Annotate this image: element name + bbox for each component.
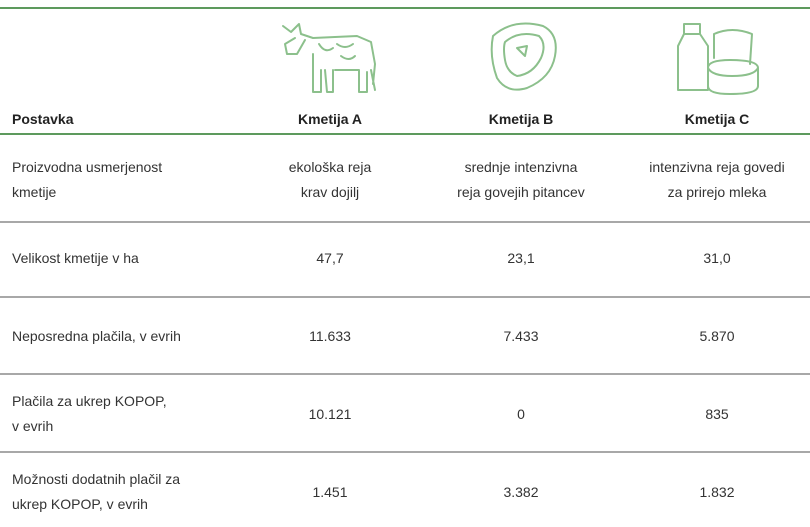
cell-text: 7.433 — [503, 327, 539, 344]
table-cell: Plačila za ukrep KOPOP, v evrih — [12, 389, 167, 439]
table-cell: Možnosti dodatnih plačil za ukrep KOPOP, … — [12, 467, 180, 517]
cell-text: srednje intenzivna — [464, 159, 578, 175]
cell-text: Proizvodna usmerjenost — [12, 159, 163, 175]
cell-text: 3.382 — [503, 483, 539, 500]
row-rule — [0, 296, 810, 298]
table-cell: srednje intenzivna reja govejih pitancev — [421, 155, 621, 205]
header-text: Postavka — [12, 110, 74, 127]
dairy-icon — [677, 23, 759, 95]
table-cell: intenzivna reja govedi za prirejo mleka — [617, 155, 810, 205]
cell-text: Velikost kmetije v ha — [12, 249, 139, 266]
header-cell: Postavka — [12, 107, 73, 132]
cell-text: ekološka reja — [288, 159, 372, 175]
header-rule — [0, 133, 810, 135]
top-rule — [0, 7, 810, 9]
steak-icon — [490, 22, 557, 91]
table-cell: 1.832 — [617, 480, 810, 505]
cell-text: 47,7 — [316, 249, 344, 266]
cell-text: reja govejih pitancev — [457, 184, 585, 200]
table-cell: 3.382 — [421, 480, 621, 505]
cell-text: kmetije — [12, 184, 57, 200]
table-cell: Neposredna plačila, v evrih — [12, 324, 181, 349]
table-cell: Proizvodna usmerjenost kmetije — [12, 155, 162, 205]
header-text: Kmetija B — [488, 110, 554, 127]
header-text: Kmetija A — [297, 110, 363, 127]
table-cell: 10.121 — [230, 402, 430, 427]
header-cell: Kmetija A — [230, 107, 430, 132]
row-rule — [0, 451, 810, 453]
cell-text: Plačila za ukrep KOPOP, — [12, 393, 167, 409]
table-cell: 47,7 — [230, 246, 430, 271]
row-rule — [0, 221, 810, 223]
cell-text: intenzivna reja govedi — [649, 159, 785, 175]
table-cell: 31,0 — [617, 246, 810, 271]
cell-text: 1.451 — [312, 483, 348, 500]
cell-text: 835 — [705, 405, 729, 422]
cell-text: ukrep KOPOP, v evrih — [12, 496, 148, 512]
cell-text: 5.870 — [699, 327, 735, 344]
table-cell: 5.870 — [617, 324, 810, 349]
cow-icon — [282, 23, 376, 93]
cell-text: 0 — [517, 405, 525, 422]
table-cell: ekološka reja krav dojilj — [230, 155, 430, 205]
table-cell: 11.633 — [230, 324, 430, 349]
header-cell: Kmetija B — [421, 107, 621, 132]
header-text: Kmetija C — [684, 110, 750, 127]
table-cell: 0 — [421, 402, 621, 427]
cell-text: za prirejo mleka — [667, 184, 767, 200]
table-cell: 7.433 — [421, 324, 621, 349]
cell-text: v evrih — [12, 418, 54, 434]
cell-text: 1.832 — [699, 483, 735, 500]
header-cell: Kmetija C — [617, 107, 810, 132]
row-rule — [0, 373, 810, 375]
cell-text: 11.633 — [309, 327, 351, 344]
table-cell: 835 — [617, 402, 810, 427]
table-cell: 23,1 — [421, 246, 621, 271]
cell-text: 10.121 — [308, 405, 352, 422]
cell-text: 23,1 — [507, 249, 535, 266]
table-cell: Velikost kmetije v ha — [12, 246, 139, 271]
cell-text: krav dojilj — [300, 184, 360, 200]
cell-text: Neposredna plačila, v evrih — [12, 327, 181, 344]
cell-text: Možnosti dodatnih plačil za — [12, 471, 181, 487]
table-cell: 1.451 — [230, 480, 430, 505]
cell-text: 31,0 — [703, 249, 731, 266]
